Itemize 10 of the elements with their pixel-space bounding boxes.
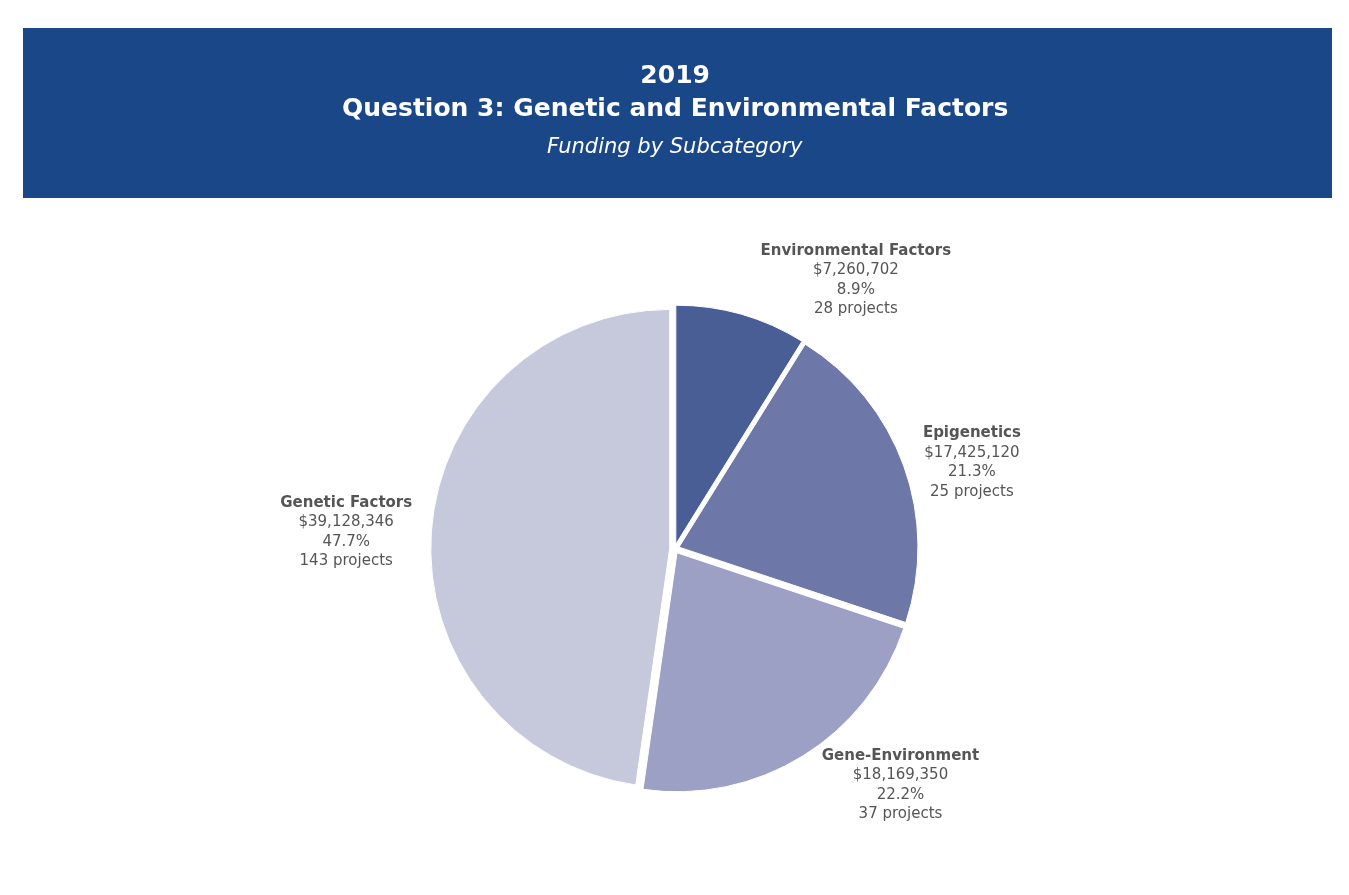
data-label: $17,425,120 21.3% 25 projects (924, 442, 1020, 500)
chart-subtitle: Funding by Subcategory (547, 134, 804, 158)
slice-label: Epigenetics (922, 423, 1021, 442)
slice-label: Genetic Factors (280, 492, 413, 511)
data-label: $7,260,702 8.9% 28 projects (812, 260, 899, 318)
data-label: $39,128,346 47.7% 143 projects (298, 512, 394, 570)
data-label: $18,169,350 22.2% 37 projects (852, 765, 949, 823)
slice-label: Environmental Factors (760, 240, 952, 259)
slice-label: Gene-Environment (821, 745, 980, 764)
chart-title: 2019 Question 3: Genetic and Environmental Factors (342, 60, 1009, 122)
